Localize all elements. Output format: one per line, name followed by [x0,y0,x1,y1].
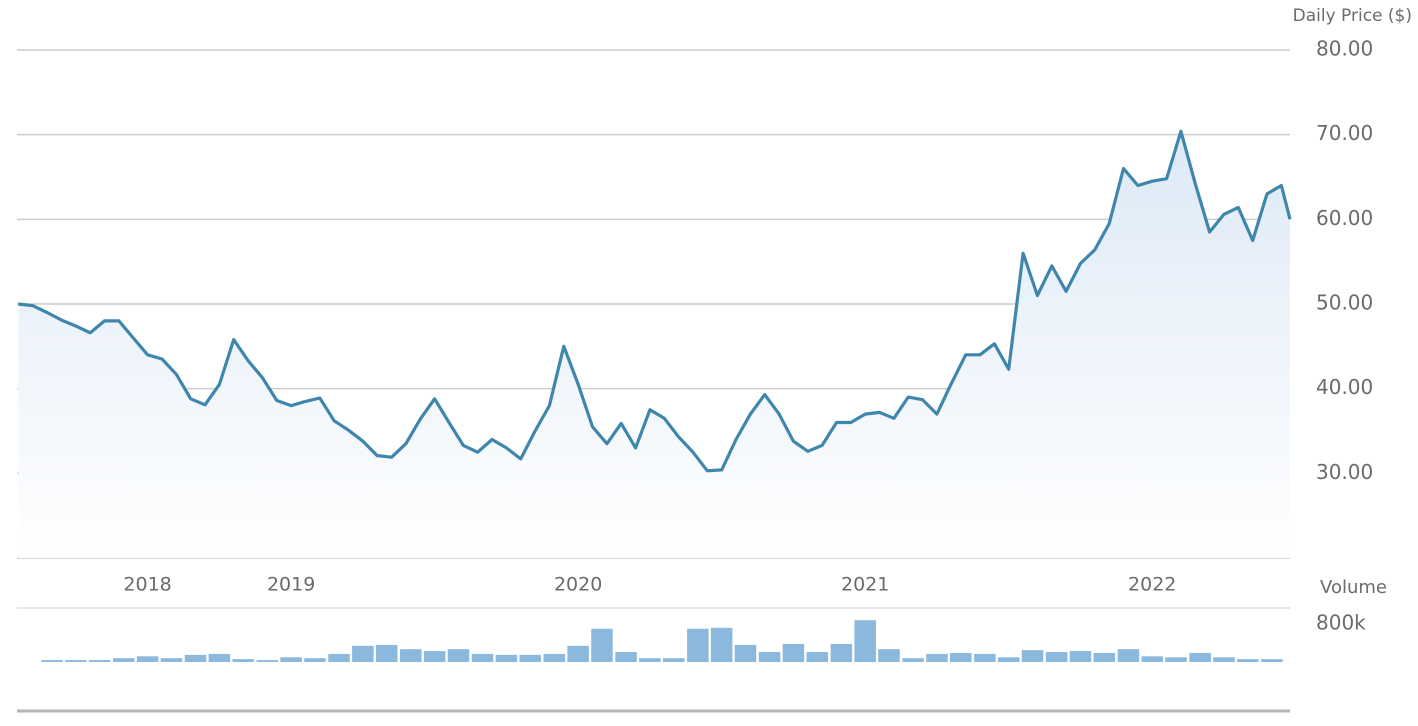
area [18,131,1290,559]
volume-bar [758,652,781,662]
volume-bar [1213,657,1235,662]
y-tick-label: 70.00 [1316,121,1373,145]
volume-bar [88,660,111,662]
volume-bar [854,620,876,662]
volume-bar [639,658,661,662]
volume-bar [495,654,518,662]
volume-bar [304,658,326,662]
volume-bar [1021,650,1044,662]
x-tick-label: 2021 [841,574,889,596]
price-axis-title: Daily Price ($) [1293,6,1412,26]
x-tick-label: 2020 [554,574,602,596]
volume-bar [232,659,254,662]
volume-bar [806,652,829,662]
x-tick-label: 2019 [267,574,315,596]
volume-bar [447,649,470,662]
y-tick-label: 40.00 [1316,375,1373,399]
volume-bar [400,649,422,662]
y-tick-label: 800k [1316,611,1366,635]
volume-bar [1261,659,1283,662]
volume-bar [1069,651,1092,662]
volume-bar [591,628,613,662]
volume-bar [519,654,541,662]
price-line [18,129,1292,473]
volume-bar [352,645,374,662]
volume-bar [543,653,566,662]
volume-bar [662,658,685,662]
volume-axis-title: Volume [1320,577,1387,598]
volume-bar [1117,649,1140,662]
volume-bar [1045,652,1068,662]
x-tick-label: 2022 [1128,574,1176,596]
volume-bar [926,653,948,662]
volume-bar [974,653,996,662]
volume-bar [1189,652,1211,662]
volume-bar [208,653,231,662]
y-tick-label: 80.00 [1316,37,1373,61]
volume-bar [567,645,589,662]
volume-bar [902,658,924,662]
volume-bar [878,649,900,662]
y-tick-label: 30.00 [1316,460,1373,484]
volume-bar [280,657,302,662]
volume-bar [375,644,398,662]
volume-bar [328,653,350,662]
volume-bar [950,652,972,662]
volume-bar [136,656,159,662]
volume-bar [710,627,733,662]
volume-bar [65,660,87,662]
x-tick-label: 2018 [123,574,171,596]
y-tick-label: 50.00 [1316,291,1373,315]
volume-bar [1141,656,1163,662]
volume-bar [41,660,63,662]
volume-bar [830,643,853,662]
volume-bar [256,660,279,662]
volume-bar [113,658,135,662]
volume-bar [734,644,757,662]
volume-bar [423,651,446,662]
volume-bar [1165,657,1187,662]
y-tick-label: 60.00 [1316,206,1373,230]
volume-bar [687,628,709,662]
volume-bar [1093,652,1116,662]
volume-bar [184,654,207,662]
volume-bar [782,643,805,662]
volume-bar [997,657,1020,662]
volume-bar [1237,659,1259,662]
volume-bar [471,653,494,662]
volume-bar [160,658,183,662]
volume-bar [615,652,637,662]
